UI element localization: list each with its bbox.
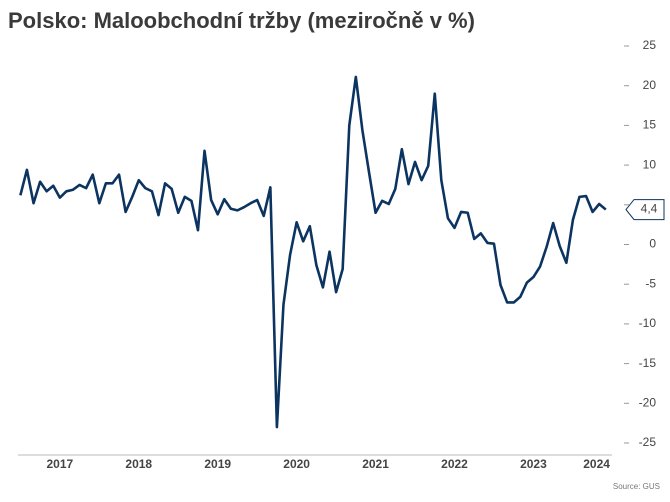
y-tick-label: -10: [639, 316, 657, 330]
x-tick-label: 2017: [46, 457, 73, 471]
y-tick-label: 25: [643, 38, 657, 52]
y-tick-label: -5: [645, 276, 656, 290]
y-tick-label: 15: [643, 118, 657, 132]
chart-title: Polsko: Maloobchodní tržby (meziročně v …: [8, 8, 475, 33]
x-tick-label: 2021: [362, 457, 389, 471]
x-tick-label: 2023: [520, 457, 547, 471]
y-tick-label: -15: [639, 356, 657, 370]
x-tick-label: 2020: [283, 457, 310, 471]
x-tick-label: 2019: [204, 457, 231, 471]
value-label-box: [625, 199, 665, 221]
source-note: Source: GUS: [613, 482, 660, 491]
y-tick-label: 10: [643, 157, 657, 171]
x-tick-label: 2024: [583, 457, 610, 471]
data-line: [19, 75, 607, 429]
x-tick-label: 2018: [125, 457, 152, 471]
x-tick-label: 2022: [441, 457, 468, 471]
y-tick-label: -20: [639, 395, 657, 409]
value-label: 4,4: [641, 202, 658, 216]
y-tick-label: -25: [639, 435, 657, 449]
y-tick-label: 0: [649, 237, 656, 251]
y-tick-label: 20: [643, 78, 657, 92]
